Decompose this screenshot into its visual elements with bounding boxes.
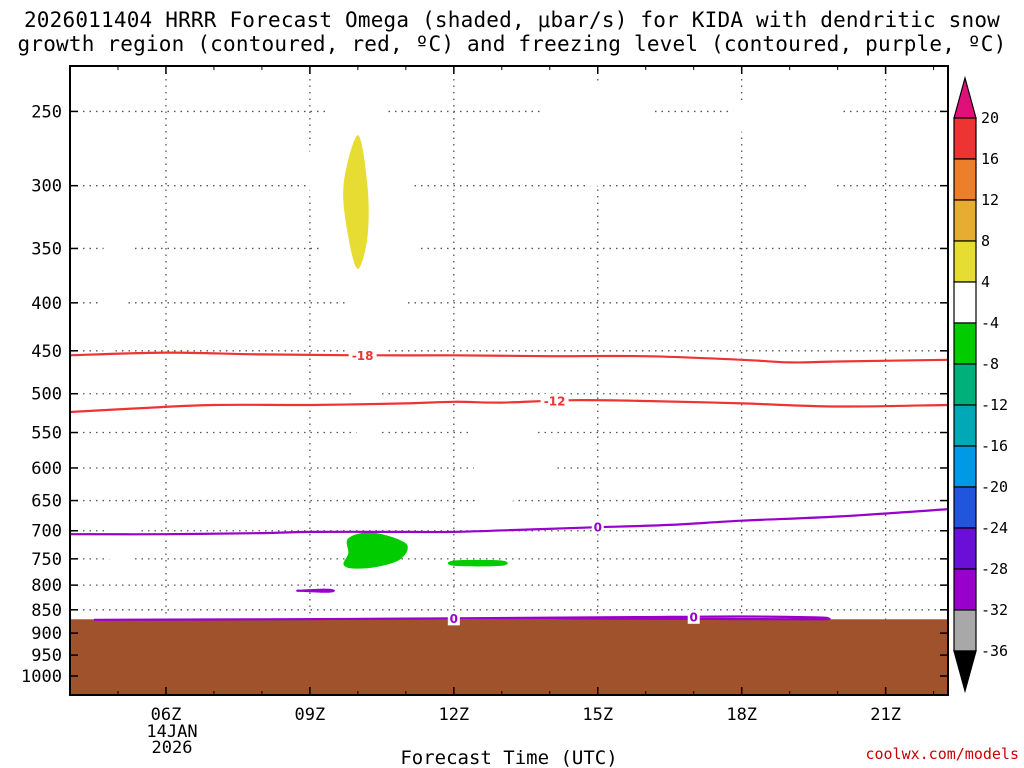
date-label-day: 14JAN <box>146 722 197 742</box>
omega-region-negative <box>447 559 508 567</box>
contour-label: 0 <box>594 521 602 535</box>
colorbar-swatch <box>953 404 977 447</box>
colorbar-swatch <box>953 609 977 652</box>
y-tick-label: 900 <box>31 624 62 644</box>
ground-area <box>70 619 948 695</box>
omega-region-positive <box>727 66 853 230</box>
temperature-contours <box>70 351 948 621</box>
y-tick-label: 350 <box>31 239 62 259</box>
contour-label: 0 <box>690 610 698 624</box>
omega-region-positive <box>467 405 553 518</box>
colorbar-swatch <box>953 322 977 365</box>
colorbar-tick-label: 12 <box>981 191 999 209</box>
colorbar-tick-label: -28 <box>981 560 1008 578</box>
colorbar-tick-label: -8 <box>981 355 999 373</box>
colorbar-tick-label: 20 <box>981 109 999 127</box>
colorbar-tick-label: -4 <box>981 314 999 332</box>
contour-label: 0 <box>450 612 458 626</box>
omega-shading <box>98 66 853 569</box>
y-tick-label: 500 <box>31 385 62 405</box>
contour-label-bg <box>591 520 604 535</box>
freezing-level-contour <box>93 615 831 621</box>
temperature-contour <box>70 399 948 414</box>
y-tick-label: 600 <box>31 459 62 479</box>
x-axis-ticks: 06Z 09Z 12Z 15Z 18Z 21Z <box>117 66 935 725</box>
x-tick-label: 15Z <box>582 705 613 725</box>
y-tick-label: 650 <box>31 492 62 512</box>
colorbar-swatch <box>953 240 977 283</box>
colorbar-tick-label: 16 <box>981 150 999 168</box>
y-tick-label: 400 <box>31 294 62 314</box>
y-tick-label: 1000 <box>21 667 62 687</box>
colorbar-swatch <box>953 568 977 611</box>
y-tick-label: 450 <box>31 342 62 362</box>
y-tick-label: 300 <box>31 177 62 197</box>
credit-link[interactable]: coolwx.com/models <box>865 745 1019 763</box>
contour-label-bg <box>348 348 377 363</box>
colorbar-swatch <box>953 363 977 406</box>
colorbar-tick-label: 4 <box>981 273 990 291</box>
colorbar-tick-label: -24 <box>981 519 1008 537</box>
contour-label-bg <box>447 611 460 626</box>
x-tick-label: 21Z <box>870 705 901 725</box>
colorbar-swatch <box>953 527 977 570</box>
omega-region-negative <box>343 532 408 569</box>
omega-region-positive <box>103 515 142 565</box>
colorbar-swatch <box>953 445 977 488</box>
colorbar-swatch <box>953 199 977 242</box>
y-axis-ticks: 250 300 350 400 450 500 550 600 650 700 750 800 850 9… <box>21 102 948 687</box>
y-tick-label: 950 <box>31 646 62 666</box>
contour-label-bg <box>540 393 569 408</box>
colorbar-tick-label: -36 <box>981 642 1008 660</box>
colorbar-swatch <box>953 117 977 160</box>
freezing-level-contour <box>296 588 336 593</box>
y-tick-label: 550 <box>31 424 62 444</box>
below-ground-mask <box>70 619 948 695</box>
colorbar-tick-label: -16 <box>981 437 1008 455</box>
y-tick-label: 750 <box>31 550 62 570</box>
freezing-level-contour <box>70 508 948 536</box>
colorbar-swatch <box>953 486 977 529</box>
colorbar: 20 16 12 8 4 -4 -8 -12 -16 -20 -24 -28 -32 -36 <box>953 75 1008 694</box>
colorbar-bottom-arrow <box>953 650 977 694</box>
chart-title-line-1: 2026011404 HRRR Forecast Omega (shaded, … <box>23 8 1001 32</box>
contour-label: -12 <box>544 394 566 408</box>
x-axis-label: Forecast Time (UTC) <box>400 747 617 768</box>
y-tick-label: 850 <box>31 601 62 621</box>
colorbar-tick-label: -20 <box>981 478 1008 496</box>
y-tick-label: 250 <box>31 102 62 122</box>
date-label-year: 2026 <box>152 738 193 758</box>
colorbar-tick-label: -12 <box>981 396 1008 414</box>
x-tick-label: 06Z <box>151 705 182 725</box>
colorbar-top-arrow <box>953 75 977 119</box>
chart-title-line-2: growth region (contoured, red, ºC) and f… <box>17 32 1007 56</box>
omega-region-positive <box>343 135 369 269</box>
y-tick-label: 800 <box>31 576 62 596</box>
contour-labels: -18 -12 0 0 0 <box>348 348 700 626</box>
y-tick-label: 700 <box>31 522 62 542</box>
colorbar-tick-label: -32 <box>981 601 1008 619</box>
x-tick-label: 18Z <box>726 705 757 725</box>
temperature-contour <box>70 351 948 364</box>
omega-region-positive <box>98 186 135 373</box>
colorbar-swatch <box>953 158 977 201</box>
plot-frame <box>69 65 949 696</box>
contour-label-bg <box>687 609 700 624</box>
colorbar-tick-label: 8 <box>981 232 990 250</box>
x-tick-label: 09Z <box>295 705 326 725</box>
contour-label: -18 <box>352 349 374 363</box>
omega-region-positive <box>543 67 661 187</box>
x-tick-label: 12Z <box>438 705 469 725</box>
colorbar-swatch <box>953 281 977 324</box>
